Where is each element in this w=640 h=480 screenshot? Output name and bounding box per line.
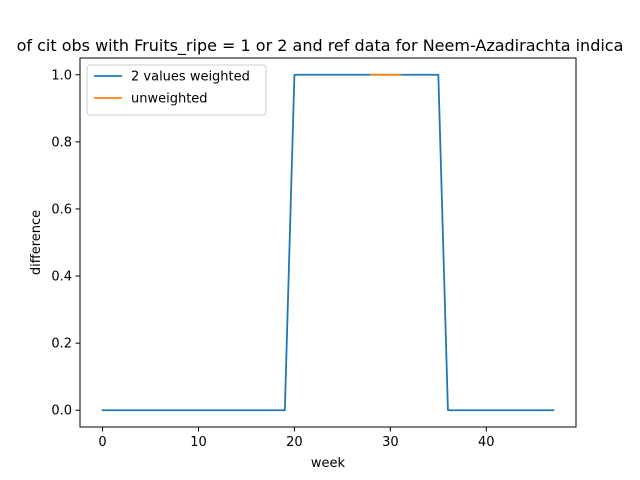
series-layer [101, 73, 555, 412]
chart-title: of cit obs with Fruits_ripe = 1 or 2 and… [17, 36, 624, 56]
x-axis-label: week [311, 456, 346, 471]
x-tick-label: 30 [382, 435, 399, 450]
plot-frame [79, 57, 577, 428]
y-tick-label: 0.4 [51, 270, 72, 285]
y-axis-ticks: 0.0 0.2 0.4 0.6 0.8 1.0 [51, 68, 80, 419]
legend: 2 values weighted unweighted [86, 64, 267, 116]
plot-area [79, 57, 577, 428]
y-tick-label: 0.8 [51, 135, 72, 150]
x-tick-label: 0 [98, 435, 106, 450]
x-tick-label: 40 [478, 435, 495, 450]
y-tick-label: 0.0 [51, 404, 72, 419]
legend-label-1: 2 values weighted [131, 70, 250, 85]
y-tick-label: 0.2 [51, 337, 72, 352]
legend-box [86, 64, 267, 116]
series-line-1 [101, 73, 555, 412]
y-tick-label: 1.0 [51, 68, 72, 83]
x-tick-label: 10 [190, 435, 207, 450]
x-tick-label: 20 [286, 435, 303, 450]
legend-label-2: unweighted [131, 92, 208, 107]
y-tick-label: 0.6 [51, 202, 72, 217]
x-axis-ticks: 0 10 20 30 40 [98, 427, 495, 450]
y-axis-label: difference [29, 210, 44, 275]
plot-background [80, 58, 576, 427]
